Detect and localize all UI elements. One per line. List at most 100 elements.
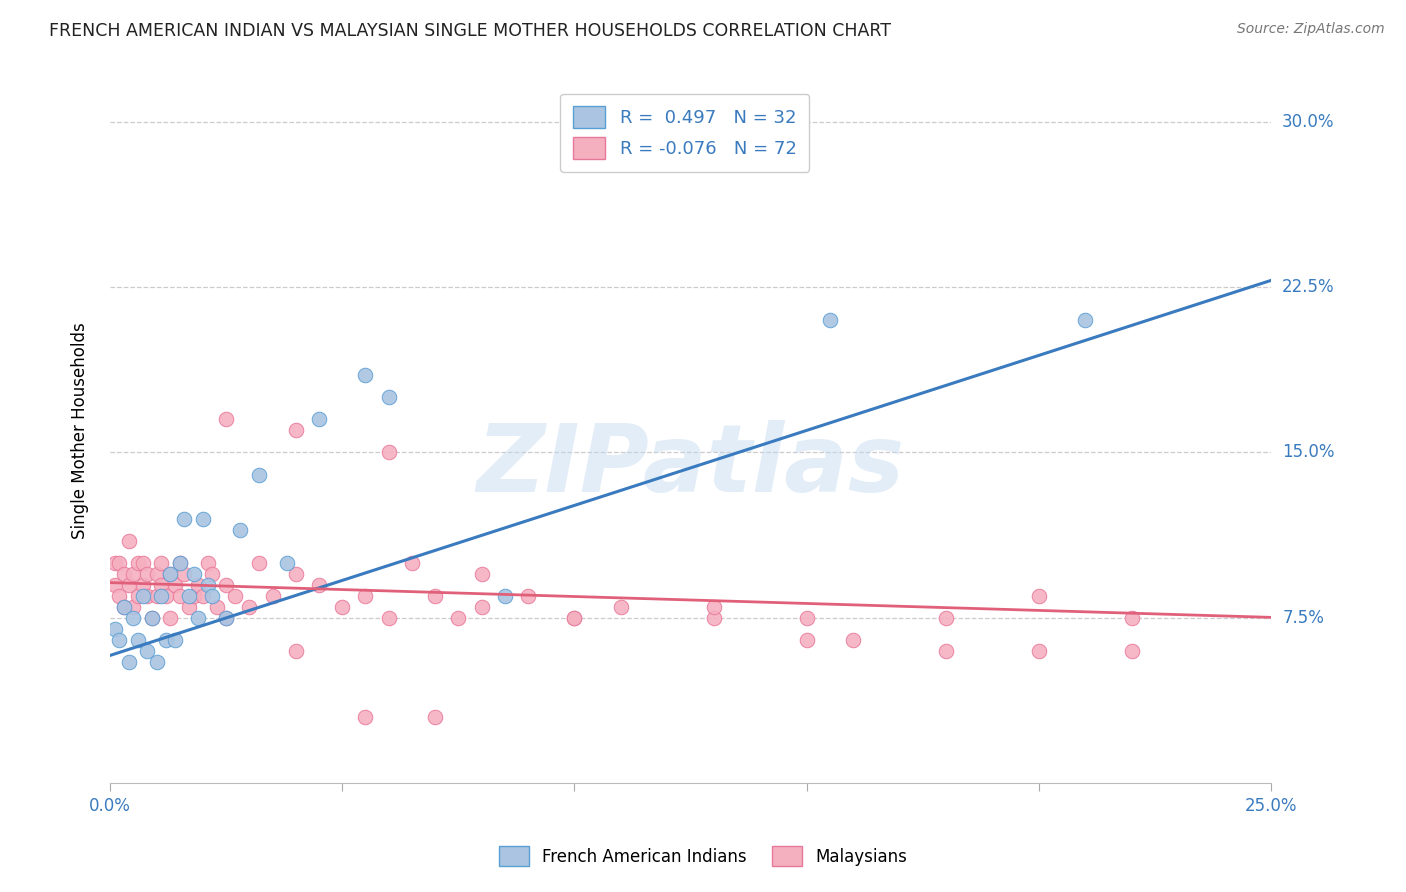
Point xyxy=(169,589,191,603)
Point xyxy=(117,578,139,592)
Point xyxy=(471,599,494,614)
Point xyxy=(187,578,209,592)
Point xyxy=(108,589,131,603)
Text: 7.5%: 7.5% xyxy=(1282,609,1324,627)
Point xyxy=(122,566,145,581)
Point xyxy=(141,611,163,625)
Point xyxy=(842,632,865,647)
Point xyxy=(127,556,149,570)
Point xyxy=(177,589,200,603)
Point xyxy=(173,511,195,525)
Point xyxy=(205,599,228,614)
Point xyxy=(471,566,494,581)
Point xyxy=(354,710,377,724)
Point xyxy=(284,566,307,581)
Point xyxy=(165,632,187,647)
Legend: French American Indians, Malaysians: French American Indians, Malaysians xyxy=(491,838,915,875)
Point xyxy=(108,556,131,570)
Point xyxy=(122,611,145,625)
Point xyxy=(127,589,149,603)
Point xyxy=(564,611,586,625)
Point xyxy=(131,589,153,603)
Point xyxy=(447,611,470,625)
Point xyxy=(183,589,205,603)
Point xyxy=(173,566,195,581)
Point xyxy=(1074,313,1097,327)
Point xyxy=(215,412,238,426)
Point xyxy=(935,644,957,658)
Point xyxy=(423,589,446,603)
Point xyxy=(150,589,173,603)
Point xyxy=(112,566,135,581)
Point xyxy=(150,556,173,570)
Point xyxy=(187,611,209,625)
Point xyxy=(610,599,633,614)
Point xyxy=(141,611,163,625)
Point xyxy=(423,710,446,724)
Point xyxy=(224,589,246,603)
Point xyxy=(818,313,841,327)
Text: 22.5%: 22.5% xyxy=(1282,278,1334,296)
Point xyxy=(104,622,127,636)
Point xyxy=(796,632,818,647)
Point xyxy=(145,566,167,581)
Point xyxy=(145,589,167,603)
Point xyxy=(104,556,127,570)
Point xyxy=(703,611,725,625)
Point xyxy=(308,578,330,592)
Point xyxy=(401,556,423,570)
Point xyxy=(191,589,214,603)
Point xyxy=(377,445,399,459)
Point xyxy=(517,589,540,603)
Point xyxy=(131,556,153,570)
Point xyxy=(136,566,159,581)
Point xyxy=(377,611,399,625)
Point xyxy=(127,632,149,647)
Point xyxy=(159,566,181,581)
Point xyxy=(201,566,224,581)
Point xyxy=(201,589,224,603)
Point xyxy=(117,655,139,669)
Point xyxy=(177,599,200,614)
Point xyxy=(197,556,219,570)
Point xyxy=(191,511,214,525)
Legend: R =  0.497   N = 32, R = -0.076   N = 72: R = 0.497 N = 32, R = -0.076 N = 72 xyxy=(560,94,810,172)
Point xyxy=(145,655,167,669)
Point xyxy=(112,599,135,614)
Point xyxy=(197,578,219,592)
Text: ZIPatlas: ZIPatlas xyxy=(477,420,904,512)
Point xyxy=(284,424,307,438)
Point xyxy=(131,578,153,592)
Point xyxy=(159,611,181,625)
Point xyxy=(122,599,145,614)
Point xyxy=(564,611,586,625)
Text: Source: ZipAtlas.com: Source: ZipAtlas.com xyxy=(1237,22,1385,37)
Y-axis label: Single Mother Households: Single Mother Households xyxy=(72,322,89,539)
Point xyxy=(247,467,270,482)
Point xyxy=(169,556,191,570)
Point xyxy=(247,556,270,570)
Point xyxy=(165,578,187,592)
Point xyxy=(284,644,307,658)
Point xyxy=(215,611,238,625)
Point xyxy=(117,533,139,548)
Point xyxy=(262,589,284,603)
Point xyxy=(377,390,399,404)
Point xyxy=(215,578,238,592)
Point xyxy=(155,589,177,603)
Point xyxy=(136,589,159,603)
Point xyxy=(159,566,181,581)
Point xyxy=(354,589,377,603)
Point xyxy=(108,632,131,647)
Point xyxy=(238,599,260,614)
Point xyxy=(1121,644,1143,658)
Point xyxy=(1121,611,1143,625)
Point xyxy=(1028,644,1050,658)
Point xyxy=(104,578,127,592)
Point xyxy=(229,523,252,537)
Text: 15.0%: 15.0% xyxy=(1282,443,1334,461)
Point xyxy=(183,566,205,581)
Point xyxy=(330,599,353,614)
Point xyxy=(935,611,957,625)
Point xyxy=(1028,589,1050,603)
